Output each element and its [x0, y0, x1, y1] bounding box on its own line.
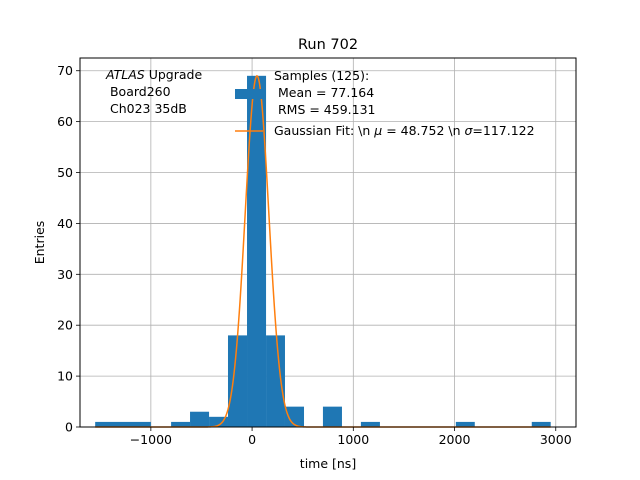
- histogram-bar: [95, 421, 151, 427]
- y-tick-label: 20: [57, 318, 73, 333]
- annotation-upgrade: Upgrade: [145, 67, 203, 82]
- histogram-bars: [95, 75, 551, 428]
- histogram-bar: [266, 335, 285, 427]
- annotation-board: Board260: [106, 84, 171, 99]
- legend-mean-label: Mean = 77.164: [274, 85, 374, 100]
- x-axis-label: time [ns]: [300, 456, 356, 471]
- x-tick-label: 2000: [439, 432, 471, 447]
- y-tick-label: 30: [57, 267, 73, 282]
- y-tick-label: 50: [57, 165, 73, 180]
- histogram-bar: [247, 75, 267, 428]
- y-tick-label: 60: [57, 114, 73, 129]
- histogram-bar: [455, 421, 475, 427]
- x-tick-label: 0: [248, 432, 256, 447]
- histogram-bar: [227, 335, 248, 427]
- y-tick-label: 70: [57, 63, 73, 78]
- legend-sigma-value: =117.122: [472, 123, 534, 138]
- legend-mu-value: = 48.752 \n: [382, 123, 464, 138]
- atlas-annotation: ATLAS Upgrade Board260 Ch023 35dB: [105, 67, 202, 116]
- legend-samples-label: Samples (125):: [274, 68, 369, 83]
- annotation-title: ATLAS Upgrade: [105, 67, 202, 82]
- histogram-bar: [360, 421, 380, 427]
- axis-ticks: −1000 0 1000 2000 3000 0 10 20 30 40 50 60 70: [57, 63, 572, 447]
- y-tick-label: 40: [57, 216, 73, 231]
- histogram-bar: [284, 406, 305, 427]
- x-tick-label: 3000: [540, 432, 572, 447]
- legend-fit-label: Gaussian Fit: \n μ = 48.752 \n σ=117.122: [274, 123, 535, 138]
- histogram-bar: [190, 411, 210, 427]
- chart-title: Run 702: [298, 37, 358, 53]
- legend-mu-symbol: μ: [373, 123, 382, 138]
- y-axis-label: Entries: [32, 221, 47, 265]
- legend-sigma-symbol: σ: [464, 123, 473, 138]
- histogram-bar: [209, 416, 228, 427]
- legend: Samples (125): Mean = 77.164 RMS = 459.1…: [235, 68, 535, 138]
- legend-rms-label: RMS = 459.131: [274, 102, 376, 117]
- legend-bar-swatch: [235, 89, 263, 99]
- histogram-bar: [322, 406, 342, 427]
- axes-frame: [79, 57, 577, 428]
- x-tick-label: −1000: [130, 432, 172, 447]
- legend-fit-prefix: Gaussian Fit: \n: [274, 123, 374, 138]
- y-tick-label: 10: [57, 369, 73, 384]
- annotation-channel: Ch023 35dB: [106, 101, 187, 116]
- histogram-bar: [171, 421, 191, 427]
- y-tick-label: 0: [65, 420, 73, 435]
- histogram-bar: [531, 421, 551, 427]
- x-tick-label: 1000: [337, 432, 369, 447]
- annotation-italic: ATLAS: [105, 67, 145, 82]
